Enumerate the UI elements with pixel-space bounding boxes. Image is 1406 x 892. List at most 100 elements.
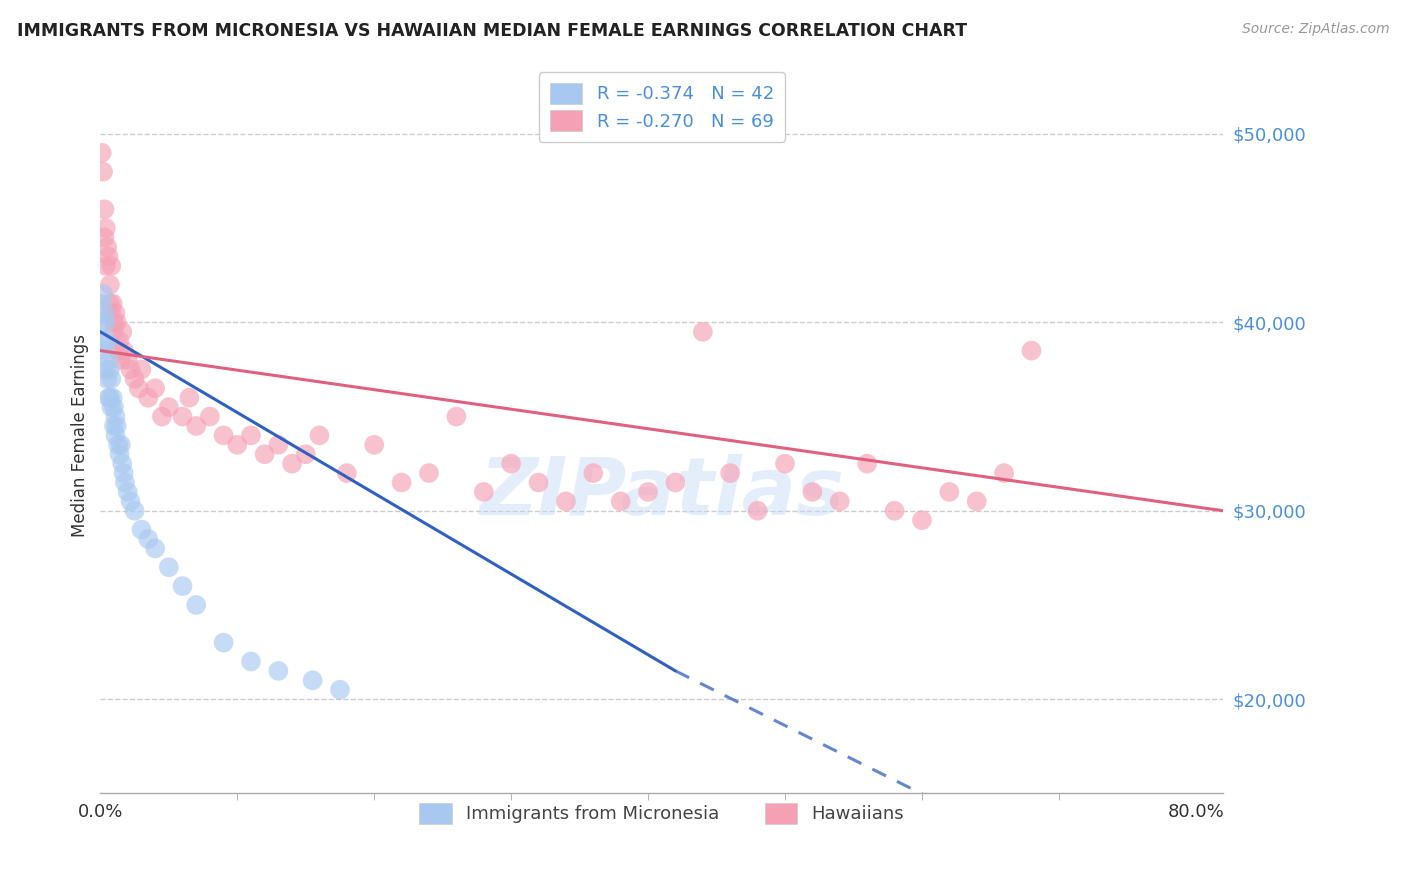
Point <box>98 362 121 376</box>
Point <box>993 466 1015 480</box>
Point <box>124 372 146 386</box>
Point <box>103 400 125 414</box>
Legend: Immigrants from Micronesia, Hawaiians: Immigrants from Micronesia, Hawaiians <box>409 792 915 834</box>
Point <box>94 362 117 376</box>
Point <box>186 598 208 612</box>
Point <box>240 428 263 442</box>
Point <box>281 457 304 471</box>
Point <box>124 504 146 518</box>
Point <box>101 391 124 405</box>
Point <box>112 343 135 358</box>
Point <box>96 372 118 386</box>
Y-axis label: Median Female Earnings: Median Female Earnings <box>72 334 89 537</box>
Point <box>747 504 769 518</box>
Point <box>104 428 127 442</box>
Point <box>108 334 131 349</box>
Point <box>101 296 124 310</box>
Point <box>131 362 153 376</box>
Point <box>172 409 194 424</box>
Point <box>90 315 112 329</box>
Point <box>97 391 120 405</box>
Point <box>527 475 550 490</box>
Point <box>363 438 385 452</box>
Point <box>107 343 129 358</box>
Point <box>117 353 139 368</box>
Point <box>301 673 323 688</box>
Point <box>143 381 166 395</box>
Point <box>582 466 605 480</box>
Point <box>103 325 125 339</box>
Point <box>336 466 359 480</box>
Point <box>91 164 114 178</box>
Point <box>96 334 118 349</box>
Point <box>93 343 115 358</box>
Point <box>112 466 135 480</box>
Point <box>692 325 714 339</box>
Point <box>93 230 115 244</box>
Point <box>418 466 440 480</box>
Point <box>117 484 139 499</box>
Point <box>131 523 153 537</box>
Text: Source: ZipAtlas.com: Source: ZipAtlas.com <box>1241 22 1389 37</box>
Point <box>267 664 290 678</box>
Point <box>609 494 631 508</box>
Point <box>111 325 134 339</box>
Point <box>883 504 905 518</box>
Point <box>90 296 112 310</box>
Point <box>186 419 208 434</box>
Point <box>226 438 249 452</box>
Point <box>108 447 131 461</box>
Point <box>128 381 150 395</box>
Point <box>120 362 142 376</box>
Point <box>104 306 127 320</box>
Point <box>329 682 352 697</box>
Point <box>1021 343 1043 358</box>
Point <box>98 296 121 310</box>
Point <box>97 353 120 368</box>
Point <box>212 428 235 442</box>
Point <box>911 513 934 527</box>
Point <box>114 475 136 490</box>
Point <box>172 579 194 593</box>
Text: ZIPatlas: ZIPatlas <box>479 454 844 532</box>
Point <box>157 560 180 574</box>
Point <box>136 532 159 546</box>
Point <box>212 635 235 649</box>
Point <box>828 494 851 508</box>
Point <box>107 438 129 452</box>
Point <box>120 494 142 508</box>
Point <box>966 494 988 508</box>
Point <box>100 372 122 386</box>
Point <box>100 259 122 273</box>
Point <box>472 484 495 499</box>
Point <box>94 259 117 273</box>
Point <box>97 249 120 263</box>
Point <box>94 221 117 235</box>
Point <box>143 541 166 556</box>
Point <box>98 391 121 405</box>
Point <box>110 353 132 368</box>
Point <box>391 475 413 490</box>
Point <box>104 409 127 424</box>
Point <box>90 145 112 160</box>
Point <box>664 475 686 490</box>
Point <box>501 457 523 471</box>
Point <box>253 447 276 461</box>
Point <box>103 315 125 329</box>
Point <box>98 277 121 292</box>
Point <box>856 457 879 471</box>
Point <box>91 287 114 301</box>
Text: IMMIGRANTS FROM MICRONESIA VS HAWAIIAN MEDIAN FEMALE EARNINGS CORRELATION CHART: IMMIGRANTS FROM MICRONESIA VS HAWAIIAN M… <box>17 22 967 40</box>
Point <box>240 655 263 669</box>
Point <box>93 202 115 217</box>
Point <box>94 315 117 329</box>
Point <box>801 484 824 499</box>
Point <box>103 419 125 434</box>
Point <box>100 400 122 414</box>
Point <box>93 306 115 320</box>
Point <box>718 466 741 480</box>
Point <box>446 409 468 424</box>
Point <box>294 447 316 461</box>
Point <box>100 306 122 320</box>
Point <box>105 315 128 329</box>
